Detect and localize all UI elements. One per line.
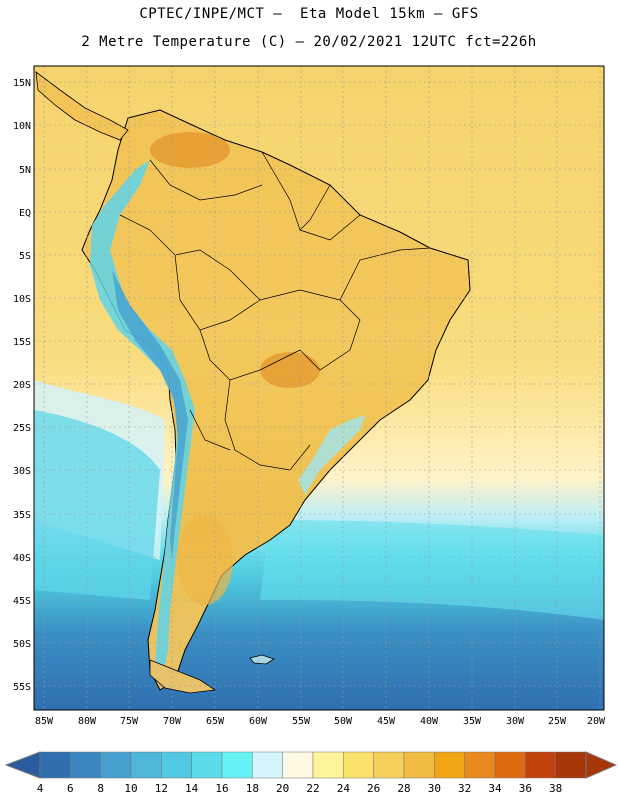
colorbar-tick-label: 34: [488, 782, 502, 795]
lat-label-35s: 35S: [13, 510, 31, 521]
colorbar-swatch: [39, 751, 71, 779]
colorbar-swatch: [100, 751, 132, 779]
map-title: CPTEC/INPE/MCT – Eta Model 15km – GFS: [139, 6, 479, 22]
colorbar-tick-label: 28: [397, 782, 411, 795]
colorbar: [4, 751, 618, 779]
lat-label-40s: 40S: [13, 553, 31, 564]
lon-label-75w: 75W: [120, 716, 139, 727]
colorbar-tick-label: 14: [185, 782, 199, 795]
lon-label-65w: 65W: [206, 716, 225, 727]
lon-label-30w: 30W: [506, 716, 525, 727]
patagonia-warm: [177, 515, 233, 605]
colorbar-swatch: [191, 751, 223, 779]
colorbar-tick-label: 6: [67, 782, 74, 795]
colorbar-arrow-high: [585, 751, 618, 779]
colorbar-swatch: [403, 751, 435, 779]
lon-label-70w: 70W: [163, 716, 182, 727]
lat-label-25s: 25S: [13, 423, 31, 434]
colorbar-swatch: [494, 751, 526, 779]
lat-label-20s: 20S: [13, 380, 31, 391]
lat-label-45s: 45S: [13, 596, 31, 607]
colorbar-tick-label: 4: [36, 782, 44, 795]
colorbar-swatch: [312, 751, 344, 779]
lon-label-60w: 60W: [249, 716, 268, 727]
colorbar-swatch: [343, 751, 374, 779]
lon-label-50w: 50W: [334, 716, 353, 727]
lon-label-45w: 45W: [377, 716, 396, 727]
lon-label-25w: 25W: [548, 716, 567, 727]
lon-label-55w: 55W: [292, 716, 311, 727]
colorbar-tick-label: 16: [215, 782, 229, 795]
colorbar-swatch: [130, 751, 162, 779]
central-america: [35, 71, 129, 141]
colorbar-tick-label: 38: [549, 782, 563, 795]
lat-label-55s: 55S: [13, 682, 31, 693]
colorbar-swatch: [252, 751, 283, 779]
colorbar-tick-label: 32: [458, 782, 472, 795]
lon-label-85w: 85W: [35, 716, 54, 727]
colorbar-tick-label: 26: [367, 782, 381, 795]
pacific-cold-band: [34, 410, 160, 600]
colorbar-arrow-low: [4, 751, 41, 779]
colorbar-tick-label: 30: [427, 782, 441, 795]
colorbar-swatch: [434, 751, 465, 779]
lat-label-50s: 50S: [13, 639, 31, 650]
lon-label-40w: 40W: [420, 716, 439, 727]
lat-label-15n: 15N: [13, 78, 31, 89]
atlantic-cold-band: [260, 520, 604, 620]
lat-label-10n: 10N: [13, 121, 31, 132]
colorbar-tick-label: 20: [276, 782, 290, 795]
plot-frame: [33, 65, 605, 711]
lon-label-35w: 35W: [463, 716, 482, 727]
colorbar-swatch: [555, 751, 587, 779]
falkland-islands: [249, 654, 275, 665]
colorbar-swatch: [70, 751, 101, 779]
lat-label-5n: 5N: [19, 165, 31, 176]
longitude-labels: 85W 80W 75W 70W 65W 60W 55W 50W 45W 40W …: [35, 716, 606, 727]
map-subtitle: 2 Metre Temperature (C) – 20/02/2021 12U…: [81, 34, 537, 50]
lat-label-eq: EQ: [19, 208, 31, 219]
colorbar-swatch: [525, 751, 556, 779]
latitude-labels: 15N 10N 5N EQ 5S 10S 15S 20S 25S 30S 35S…: [13, 78, 31, 693]
colorbar-swatch: [161, 751, 192, 779]
hot-region-pantanal: [260, 352, 320, 388]
lat-label-30s: 30S: [13, 466, 31, 477]
colorbar-tick-label: 8: [97, 782, 104, 795]
lon-label-80w: 80W: [78, 716, 97, 727]
colorbar-swatch: [373, 751, 405, 779]
colorbar-tick-label: 18: [245, 782, 259, 795]
colorbar-swatch: [282, 751, 314, 779]
lon-label-20w: 20W: [587, 716, 606, 727]
lat-label-5s: 5S: [19, 251, 31, 262]
colorbar-tick-label: 10: [124, 782, 138, 795]
colorbar-swatch: [464, 751, 496, 779]
lat-label-10s: 10S: [13, 294, 31, 305]
se-brazil-cool-coast: [298, 415, 365, 495]
graticule: [34, 66, 604, 710]
colorbar-tick-label: 36: [518, 782, 532, 795]
colorbar-tick-label: 24: [336, 782, 350, 795]
hot-region-venezuela: [150, 132, 230, 168]
colorbar-swatch: [221, 751, 253, 779]
colorbar-tick-label: 12: [154, 782, 168, 795]
lat-label-15s: 15S: [13, 337, 31, 348]
andes-coldest-core: [112, 270, 188, 560]
colorbar-tick-label: 22: [306, 782, 320, 795]
tierra-del-fuego: [149, 659, 217, 694]
